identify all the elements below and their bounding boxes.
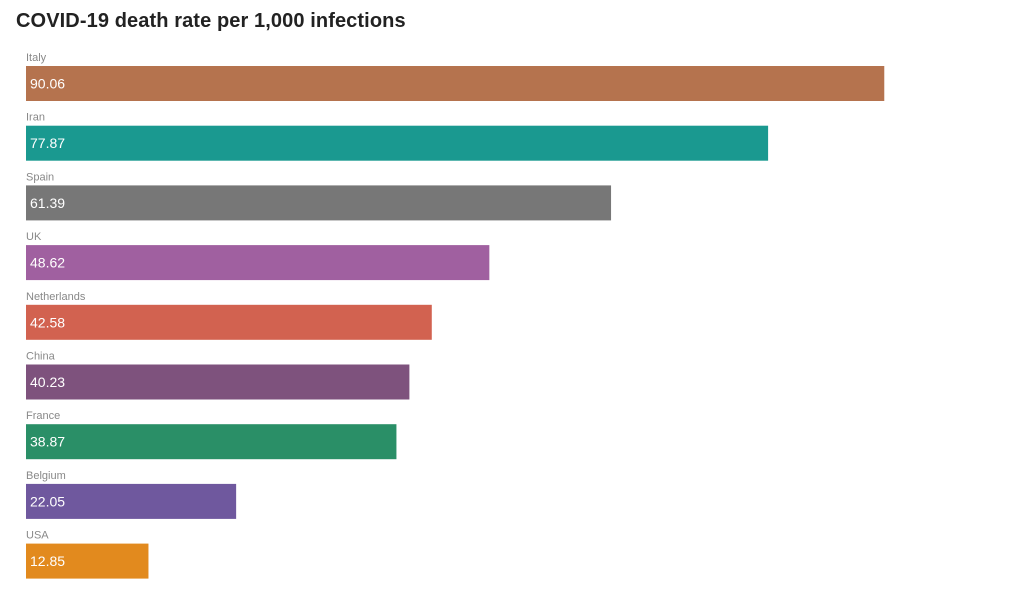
category-label: USA — [26, 530, 49, 542]
value-label: 77.87 — [30, 135, 65, 151]
bar[interactable] — [26, 245, 490, 281]
value-label: 90.06 — [30, 76, 65, 92]
bar[interactable] — [26, 364, 410, 400]
bar[interactable] — [26, 125, 769, 161]
category-label: France — [26, 410, 60, 422]
bar[interactable] — [26, 304, 432, 340]
category-label: Netherlands — [26, 291, 86, 303]
bar[interactable] — [26, 483, 237, 519]
value-label: 42.58 — [30, 314, 65, 330]
bar[interactable] — [26, 185, 612, 221]
chart-title: COVID-19 death rate per 1,000 infections — [16, 10, 406, 32]
value-label: 40.23 — [30, 374, 65, 390]
category-label: Italy — [26, 52, 47, 64]
bar[interactable] — [26, 66, 885, 101]
value-label: 22.05 — [30, 493, 65, 509]
bar[interactable] — [26, 424, 397, 460]
category-label: Spain — [26, 171, 54, 183]
value-label: 12.85 — [30, 553, 65, 569]
bar[interactable] — [26, 543, 149, 579]
category-label: China — [26, 351, 56, 363]
category-label: Iran — [26, 112, 45, 124]
value-label: 61.39 — [30, 195, 65, 211]
value-label: 38.87 — [30, 434, 65, 450]
category-label: UK — [26, 231, 42, 243]
value-label: 48.62 — [30, 255, 65, 271]
category-label: Belgium — [26, 470, 66, 482]
